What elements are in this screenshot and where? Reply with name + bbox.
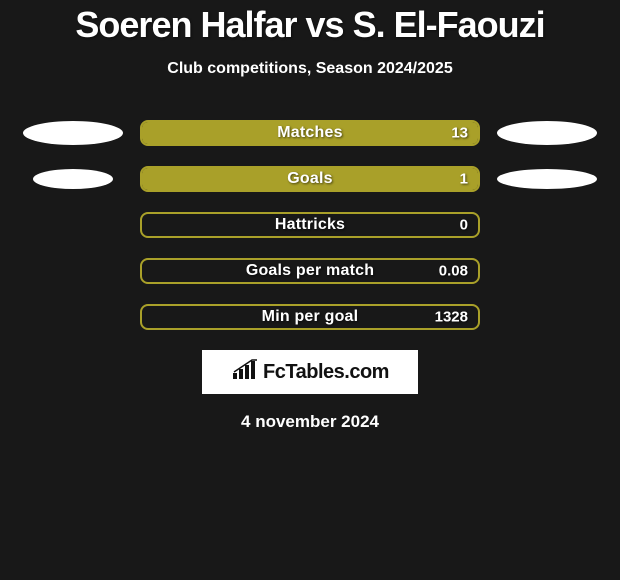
stat-bar: Hattricks0 xyxy=(140,212,480,238)
subtitle: Club competitions, Season 2024/2025 xyxy=(0,60,620,78)
date-text: 4 november 2024 xyxy=(0,412,620,432)
right-ellipse-slot xyxy=(492,121,602,145)
stat-label: Matches xyxy=(142,124,478,142)
left-ellipse-slot xyxy=(18,169,128,189)
left-ellipse xyxy=(33,169,113,189)
stats-area: Matches13 Goals1 Hattricks0 Goals per match… xyxy=(0,120,620,330)
player2-name: S. El-Faouzi xyxy=(353,4,545,45)
stat-value: 13 xyxy=(451,125,468,142)
right-ellipse-slot xyxy=(492,169,602,189)
right-ellipse xyxy=(497,121,597,145)
stat-row: Hattricks0 xyxy=(0,212,620,238)
logo-box: FcTables.com xyxy=(202,350,418,394)
stat-bar: Goals per match0.08 xyxy=(140,258,480,284)
stat-row: Goals per match0.08 xyxy=(0,258,620,284)
stat-bar: Matches13 xyxy=(140,120,480,146)
logo-chart-icon xyxy=(231,359,259,386)
stat-value: 0.08 xyxy=(439,263,468,280)
stat-row: Min per goal1328 xyxy=(0,304,620,330)
stat-label: Goals xyxy=(142,170,478,188)
page-title: Soeren Halfar vs S. El-Faouzi xyxy=(0,4,620,46)
player1-name: Soeren Halfar xyxy=(75,4,296,45)
stat-value: 0 xyxy=(460,217,468,234)
comparison-infographic: Soeren Halfar vs S. El-Faouzi Club compe… xyxy=(0,0,620,432)
right-ellipse xyxy=(497,169,597,189)
stat-row: Goals1 xyxy=(0,166,620,192)
stat-label: Hattricks xyxy=(142,216,478,234)
stat-value: 1 xyxy=(460,171,468,188)
stat-label: Min per goal xyxy=(142,308,478,326)
stat-bar: Min per goal1328 xyxy=(140,304,480,330)
stat-row: Matches13 xyxy=(0,120,620,146)
logo-text: FcTables.com xyxy=(263,361,389,384)
left-ellipse xyxy=(23,121,123,145)
vs-text: vs xyxy=(306,4,344,45)
stat-value: 1328 xyxy=(435,309,468,326)
stat-bar: Goals1 xyxy=(140,166,480,192)
stat-label: Goals per match xyxy=(142,262,478,280)
left-ellipse-slot xyxy=(18,121,128,145)
